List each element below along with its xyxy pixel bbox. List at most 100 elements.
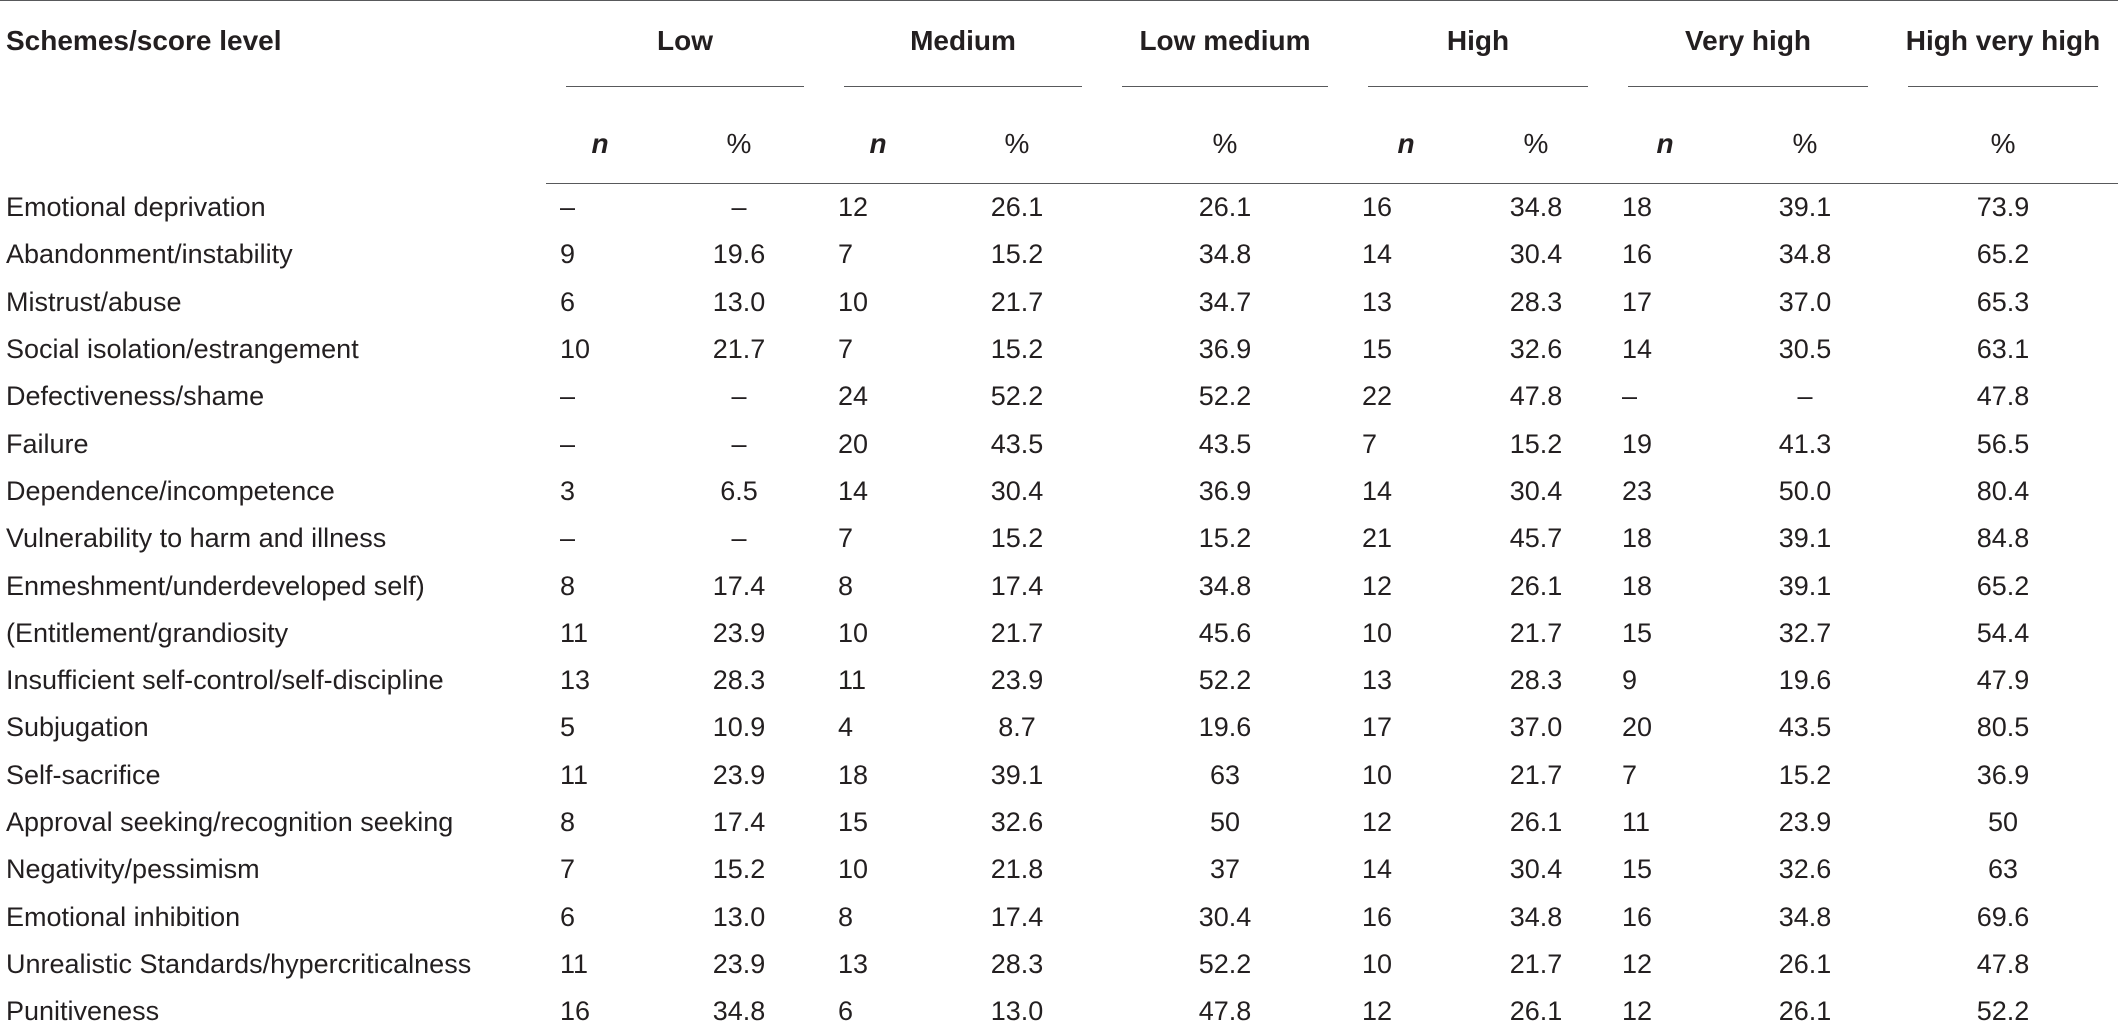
percent-cell: 30.4 xyxy=(1102,893,1348,940)
count-cell: – xyxy=(546,373,654,420)
count-cell: 16 xyxy=(1348,893,1464,940)
percent-cell: 19.6 xyxy=(1102,704,1348,751)
count-cell: 17 xyxy=(1348,704,1464,751)
scheme-label: Subjugation xyxy=(0,704,546,751)
count-cell: 13 xyxy=(1348,279,1464,326)
scheme-label: Social isolation/estrangement xyxy=(0,326,546,373)
percent-cell: 32.7 xyxy=(1722,610,1888,657)
percent-cell: 15.2 xyxy=(654,846,824,893)
group-header-very-high: Very high xyxy=(1608,1,1888,106)
percent-cell: 47.8 xyxy=(1102,988,1348,1035)
percent-cell: 63.1 xyxy=(1888,326,2118,373)
percent-cell: 19.6 xyxy=(654,231,824,278)
group-label: Very high xyxy=(1608,25,1888,57)
percent-cell: 21.7 xyxy=(1464,610,1608,657)
percent-cell: 50.0 xyxy=(1722,468,1888,515)
count-cell: 11 xyxy=(546,610,654,657)
subheader-percent: % xyxy=(1464,105,1608,184)
percent-cell: 47.8 xyxy=(1888,373,2118,420)
count-cell: 12 xyxy=(1608,941,1722,988)
percent-cell: 26.1 xyxy=(1102,184,1348,232)
scheme-label: Failure xyxy=(0,420,546,467)
subheader-n: n xyxy=(546,105,654,184)
percent-cell: 17.4 xyxy=(654,799,824,846)
percent-cell: 39.1 xyxy=(1722,562,1888,609)
count-cell: 6 xyxy=(546,279,654,326)
scheme-label: Negativity/pessimism xyxy=(0,846,546,893)
percent-cell: 23.9 xyxy=(654,610,824,657)
count-cell: 13 xyxy=(1348,657,1464,704)
percent-cell: 26.1 xyxy=(1464,988,1608,1035)
count-cell: 8 xyxy=(546,799,654,846)
scheme-label: Emotional deprivation xyxy=(0,184,546,232)
scheme-label: Self-sacrifice xyxy=(0,752,546,799)
count-cell: 23 xyxy=(1608,468,1722,515)
percent-cell: 30.4 xyxy=(1464,231,1608,278)
percent-cell: 52.2 xyxy=(1102,941,1348,988)
percent-cell: 34.7 xyxy=(1102,279,1348,326)
group-label: Medium xyxy=(824,25,1102,57)
subheader-n: n xyxy=(1608,105,1722,184)
subheader-percent: % xyxy=(654,105,824,184)
count-cell: 18 xyxy=(1608,184,1722,232)
percent-cell: 52.2 xyxy=(932,373,1102,420)
percent-cell: 43.5 xyxy=(932,420,1102,467)
count-cell: 13 xyxy=(546,657,654,704)
count-cell: 6 xyxy=(546,893,654,940)
count-cell: 16 xyxy=(1348,184,1464,232)
percent-cell: 80.4 xyxy=(1888,468,2118,515)
count-cell: 14 xyxy=(1348,846,1464,893)
scheme-label: (Entitlement/grandiosity xyxy=(0,610,546,657)
count-cell: 11 xyxy=(546,752,654,799)
percent-cell: 52.2 xyxy=(1102,657,1348,704)
scheme-label: Dependence/incompetence xyxy=(0,468,546,515)
subheader-percent: % xyxy=(1102,105,1348,184)
percent-cell: 15.2 xyxy=(932,231,1102,278)
count-cell: 10 xyxy=(1348,752,1464,799)
percent-cell: 30.5 xyxy=(1722,326,1888,373)
percent-cell: 28.3 xyxy=(654,657,824,704)
percent-cell: – xyxy=(654,515,824,562)
count-cell: 7 xyxy=(824,515,932,562)
count-cell: 9 xyxy=(546,231,654,278)
count-cell: 16 xyxy=(546,988,654,1035)
count-cell: 11 xyxy=(1608,799,1722,846)
count-cell: 20 xyxy=(1608,704,1722,751)
count-cell: 16 xyxy=(1608,893,1722,940)
percent-cell: 56.5 xyxy=(1888,420,2118,467)
percent-cell: 19.6 xyxy=(1722,657,1888,704)
percent-cell: 15.2 xyxy=(1102,515,1348,562)
percent-cell: 34.8 xyxy=(1464,184,1608,232)
count-cell: 12 xyxy=(1348,988,1464,1035)
percent-cell: 37.0 xyxy=(1464,704,1608,751)
count-cell: 10 xyxy=(824,610,932,657)
count-cell: 3 xyxy=(546,468,654,515)
percent-cell: 21.7 xyxy=(1464,752,1608,799)
percent-cell: 52.2 xyxy=(1888,988,2118,1035)
percent-cell: 15.2 xyxy=(932,515,1102,562)
percent-cell: 34.8 xyxy=(1102,231,1348,278)
percent-cell: 63 xyxy=(1102,752,1348,799)
count-cell: 14 xyxy=(1348,468,1464,515)
scheme-label: Defectiveness/shame xyxy=(0,373,546,420)
percent-cell: 47.9 xyxy=(1888,657,2118,704)
percent-cell: 63 xyxy=(1888,846,2118,893)
scheme-label: Abandonment/instability xyxy=(0,231,546,278)
subheader-n: n xyxy=(824,105,932,184)
group-rule xyxy=(844,86,1082,87)
table-header: Schemes/score level Low Medium Low mediu… xyxy=(0,1,2118,184)
percent-cell: – xyxy=(1722,373,1888,420)
percent-cell: 17.4 xyxy=(932,893,1102,940)
count-cell: 7 xyxy=(546,846,654,893)
percent-cell: 21.7 xyxy=(932,610,1102,657)
count-cell: 10 xyxy=(824,279,932,326)
count-cell: 12 xyxy=(1608,988,1722,1035)
count-cell: 20 xyxy=(824,420,932,467)
subheader-percent: % xyxy=(1888,105,2118,184)
